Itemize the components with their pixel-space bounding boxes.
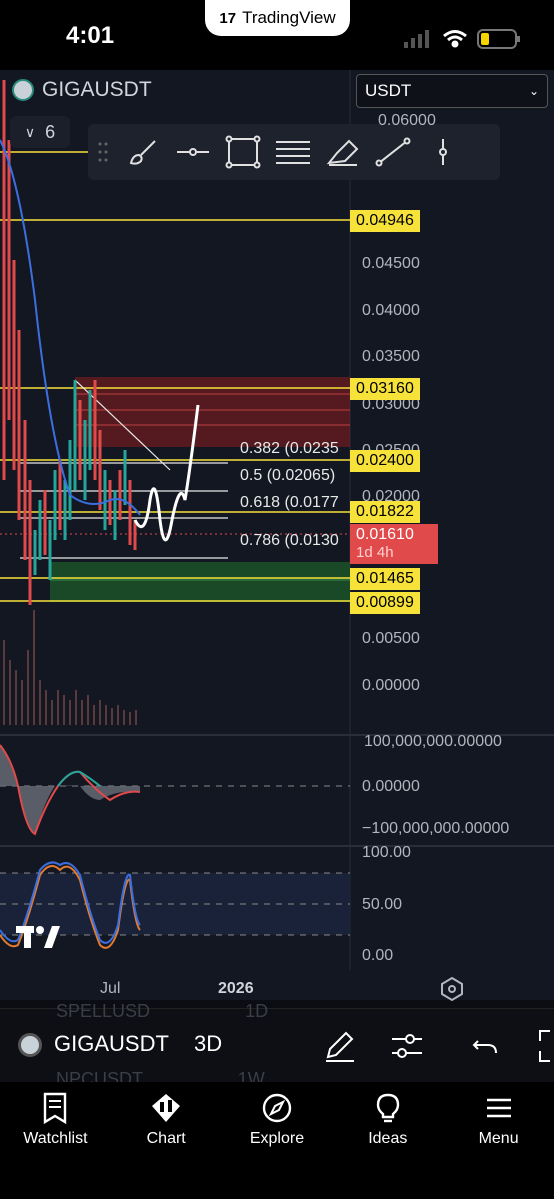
nav-ideas[interactable]: Ideas: [338, 1092, 438, 1199]
price-axis-label: 0.04500: [362, 255, 420, 272]
price-axis-label: 0.03000: [362, 396, 420, 413]
symbol-logo-icon: [18, 1033, 42, 1057]
rsi-axis-label: 50.00: [362, 896, 403, 913]
price-axis-label: 0.03500: [362, 348, 420, 365]
signal-icon: [404, 30, 429, 48]
chart-symbol-header[interactable]: GIGAUSDT: [12, 78, 152, 102]
fib-label-618: 0.618 (0.0177: [240, 494, 339, 511]
date-axis-label: Jul: [100, 980, 121, 997]
nav-label: Menu: [478, 1130, 519, 1147]
date-axis-label: 2026: [218, 980, 254, 997]
compass-icon: [262, 1093, 292, 1123]
macd-histogram: [0, 745, 140, 834]
hamburger-menu-icon: [486, 1098, 511, 1118]
price-level-tag: 0.01822: [350, 501, 420, 523]
currency-select[interactable]: USDT ⌄: [356, 74, 548, 108]
price-axis-label: 0.04000: [362, 302, 420, 319]
tradingview-logo-icon: 17: [219, 9, 237, 27]
price-axis-label: 0.00500: [362, 630, 420, 647]
battery-icon: [477, 29, 520, 49]
price-level-tag: 0.03160: [350, 378, 420, 400]
indicators-sliders-icon[interactable]: [390, 1029, 424, 1063]
app-banner: 17 TradingView: [205, 0, 350, 36]
chevron-down-icon: ⌄: [528, 84, 539, 98]
bar-countdown: 1d 4h: [356, 544, 394, 561]
projection-path: [133, 404, 200, 542]
nav-label: Ideas: [368, 1130, 408, 1147]
moving-average-line: [0, 139, 141, 516]
symbol-button[interactable]: GIGAUSDT: [54, 1031, 169, 1056]
price-axis-label: 0.02000: [362, 488, 420, 505]
indicator-collapse-button[interactable]: ∨ 6: [10, 116, 70, 148]
drag-handle-icon[interactable]: [88, 127, 118, 177]
rectangle-tool-icon[interactable]: [218, 127, 268, 177]
pencil-drawing-icon[interactable]: [322, 1029, 356, 1063]
price-axis-label: 0.06000: [378, 112, 436, 129]
rsi-axis-label: 100.00: [362, 844, 411, 861]
chart-drawing: [0, 70, 554, 970]
current-price-tag: 0.01610 1d 4h: [350, 524, 438, 564]
nav-menu[interactable]: Menu: [449, 1092, 549, 1199]
wifi-icon: [443, 30, 467, 48]
macd-axis-label: −100,000,000.00000: [362, 820, 510, 837]
macd-axis-label: 0.00000: [362, 778, 420, 795]
price-level-tag: 0.00899: [350, 592, 420, 614]
price-level-tag: 0.04946: [350, 210, 420, 232]
vertical-line-tool-icon[interactable]: [418, 127, 468, 177]
currency-value: USDT: [365, 81, 412, 100]
support-zone: [50, 562, 350, 602]
bottom-navigation: Watchlist Chart Explore Ideas Menu: [0, 1082, 554, 1199]
date-axis: Jul 2026: [0, 970, 554, 1008]
watchlist-icon: [44, 1092, 67, 1124]
undo-icon[interactable]: [470, 1031, 500, 1061]
nav-watchlist[interactable]: Watchlist: [5, 1092, 105, 1199]
chevron-down-icon: ∨: [24, 123, 36, 140]
price-level-tag: 0.01465: [350, 568, 420, 590]
interval-button[interactable]: 3D: [194, 1031, 223, 1056]
symbol-toolbar: SPELLUSD 1D NPCUSDT 1W GIGAUSDT 3D: [0, 1001, 554, 1089]
trend-line-tool-icon[interactable]: [368, 127, 418, 177]
app-banner-label: TradingView: [242, 8, 336, 27]
fullscreen-icon[interactable]: [536, 1029, 554, 1063]
current-price: 0.01610: [356, 526, 414, 543]
price-level-tag: 0.02400: [350, 450, 420, 472]
chart-symbol-name: GIGAUSDT: [42, 78, 152, 101]
nav-chart[interactable]: Chart: [116, 1092, 216, 1199]
nav-label: Chart: [146, 1130, 186, 1147]
nav-label: Watchlist: [23, 1130, 88, 1147]
indicator-count: 6: [45, 121, 56, 142]
lightbulb-icon: [376, 1093, 399, 1123]
status-time: 4:01: [66, 22, 115, 49]
fib-retracement-tool-icon[interactable]: [268, 127, 318, 177]
tradingview-watermark-icon: [16, 926, 60, 948]
fib-label-786: 0.786 (0.0130: [240, 532, 339, 549]
status-icons: [404, 29, 520, 49]
chart-settings-hex-icon[interactable]: [440, 976, 464, 1002]
symbol-logo-icon: [12, 79, 34, 101]
drawing-toolbar: [88, 124, 500, 180]
horizontal-ray-tool-icon[interactable]: [168, 127, 218, 177]
fib-label-50: 0.5 (0.02065): [240, 467, 336, 484]
chart-candles-icon: [152, 1094, 181, 1122]
background-symbol-text: SPELLUSD 1D: [56, 1001, 269, 1021]
nav-explore[interactable]: Explore: [227, 1092, 327, 1199]
nav-label: Explore: [249, 1130, 305, 1147]
fib-label-382: 0.382 (0.0235: [240, 440, 339, 457]
brush-tool-icon[interactable]: [118, 127, 168, 177]
macd-axis-label: 100,000,000.00000: [364, 733, 502, 750]
chart-canvas[interactable]: [0, 70, 554, 1000]
price-axis-label: 0.00000: [362, 677, 420, 694]
highlighter-tool-icon[interactable]: [318, 127, 368, 177]
rsi-axis-label: 0.00: [362, 947, 394, 964]
